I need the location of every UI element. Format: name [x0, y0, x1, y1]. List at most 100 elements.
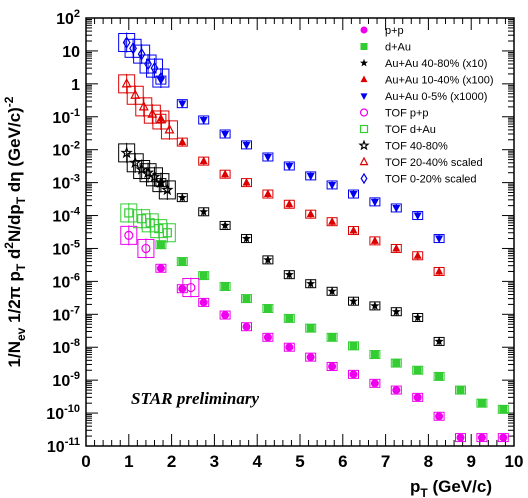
- series-tof-0-20-scaled: [118, 32, 170, 89]
- legend-entry-label: p+p: [385, 25, 404, 37]
- y-axis-label: 1/Nev 1/2π pT d2N/dpT dη (GeV/c)-2: [2, 96, 28, 367]
- systematic-box: [145, 167, 163, 187]
- y-tick-label: 10-8: [52, 337, 80, 357]
- data-point: [220, 220, 230, 230]
- data-point: [392, 359, 401, 368]
- data-point: [306, 209, 315, 218]
- data-point: [263, 255, 273, 264]
- legend-entry-label: TOF d+Au: [385, 124, 436, 136]
- series-p-p: [155, 263, 509, 443]
- x-tick-label: 10: [505, 452, 524, 471]
- data-point: [477, 433, 486, 442]
- systematic-box: [133, 44, 151, 64]
- systematic-box: [145, 58, 163, 78]
- series-au-au-10-40-x100-: [155, 113, 445, 276]
- data-point: [359, 58, 369, 67]
- data-point: [242, 178, 251, 186]
- data-point: [360, 26, 368, 34]
- annotation-star-preliminary: STAR preliminary: [131, 389, 259, 408]
- data-point: [392, 204, 401, 213]
- data-point: [137, 47, 146, 61]
- data-point: [164, 123, 175, 134]
- systematic-box: [118, 143, 136, 163]
- x-tick-label: 7: [381, 452, 390, 471]
- systematic-box: [158, 223, 176, 243]
- legend-entry-label: Au+Au 40-80% (x10): [385, 58, 487, 70]
- data-point: [370, 350, 379, 359]
- x-tick-label: 6: [338, 452, 347, 471]
- data-point: [186, 282, 196, 293]
- data-point: [413, 251, 422, 259]
- systematic-box: [118, 74, 136, 94]
- legend-entry-label: TOF 20-40% scaled: [385, 157, 483, 169]
- data-point: [328, 333, 337, 342]
- data-point: [285, 199, 294, 208]
- data-point: [124, 230, 134, 240]
- y-axis-title: 1/Nev 1/2π pT d2N/dpT dη (GeV/c)-2: [2, 96, 28, 367]
- systematic-box: [124, 38, 142, 58]
- systematic-box: [126, 153, 144, 173]
- data-point: [456, 386, 465, 395]
- data-point: [221, 130, 230, 139]
- data-point: [434, 336, 444, 346]
- y-tick-label: 10-2: [52, 140, 80, 160]
- data-point: [392, 386, 401, 395]
- data-point: [221, 169, 230, 178]
- data-point: [199, 116, 208, 125]
- systematic-box: [139, 54, 157, 74]
- data-point: [306, 353, 315, 362]
- systematic-box: [182, 278, 200, 298]
- data-point: [129, 156, 142, 169]
- systematic-box: [118, 33, 136, 53]
- data-point: [135, 162, 148, 175]
- data-point: [413, 393, 422, 402]
- data-point: [348, 296, 359, 306]
- systematic-box: [135, 97, 153, 117]
- series-tof-20-40-scaled: [118, 73, 178, 140]
- data-point: [328, 181, 337, 190]
- legend-entry-label: d+Au: [385, 42, 411, 54]
- data-point: [263, 304, 272, 313]
- x-tick-label: 8: [424, 452, 433, 471]
- data-point: [263, 153, 272, 162]
- data-point: [413, 312, 423, 322]
- y-tick-label: 10-11: [47, 436, 80, 456]
- y-tick-label: 10-6: [52, 271, 80, 291]
- x-tick-label: 4: [252, 452, 262, 471]
- legend: p+p d+Au Au+Au 40-80% (x10) Au+Au 10-40% (x…: [358, 25, 494, 186]
- x-tick-label: 9: [466, 452, 475, 471]
- data-point: [162, 228, 172, 238]
- y-tick-label: 10-5: [52, 238, 80, 258]
- data-point: [359, 124, 369, 134]
- data-point: [241, 233, 252, 243]
- data-point: [413, 212, 422, 221]
- data-point: [147, 108, 158, 118]
- systematic-box: [120, 203, 138, 223]
- data-point: [148, 170, 161, 183]
- data-point: [349, 225, 358, 234]
- x-axis-label: pT (GeV/c): [410, 477, 492, 498]
- data-point: [370, 379, 379, 388]
- data-point: [141, 243, 151, 254]
- data-point: [285, 343, 294, 352]
- systematic-box: [133, 160, 151, 180]
- legend-entry-label: Au+Au 10-40% (x100): [385, 75, 494, 87]
- data-point: [370, 301, 380, 310]
- y-tick-label: 10-4: [52, 206, 80, 226]
- data-point: [328, 217, 337, 225]
- data-point: [199, 271, 208, 280]
- data-point: [435, 235, 444, 244]
- data-point: [178, 284, 187, 293]
- data-point: [178, 257, 187, 266]
- series-au-au-40-80-x10-: [155, 177, 445, 346]
- data-point: [349, 191, 358, 199]
- data-point: [499, 433, 508, 442]
- systematic-box: [152, 68, 170, 88]
- systematic-box: [152, 110, 170, 130]
- data-point: [138, 100, 149, 111]
- data-point: [156, 240, 165, 249]
- data-point: [306, 278, 316, 288]
- data-point: [359, 156, 369, 166]
- x-tick-label: 3: [210, 452, 219, 471]
- data-point: [177, 192, 187, 202]
